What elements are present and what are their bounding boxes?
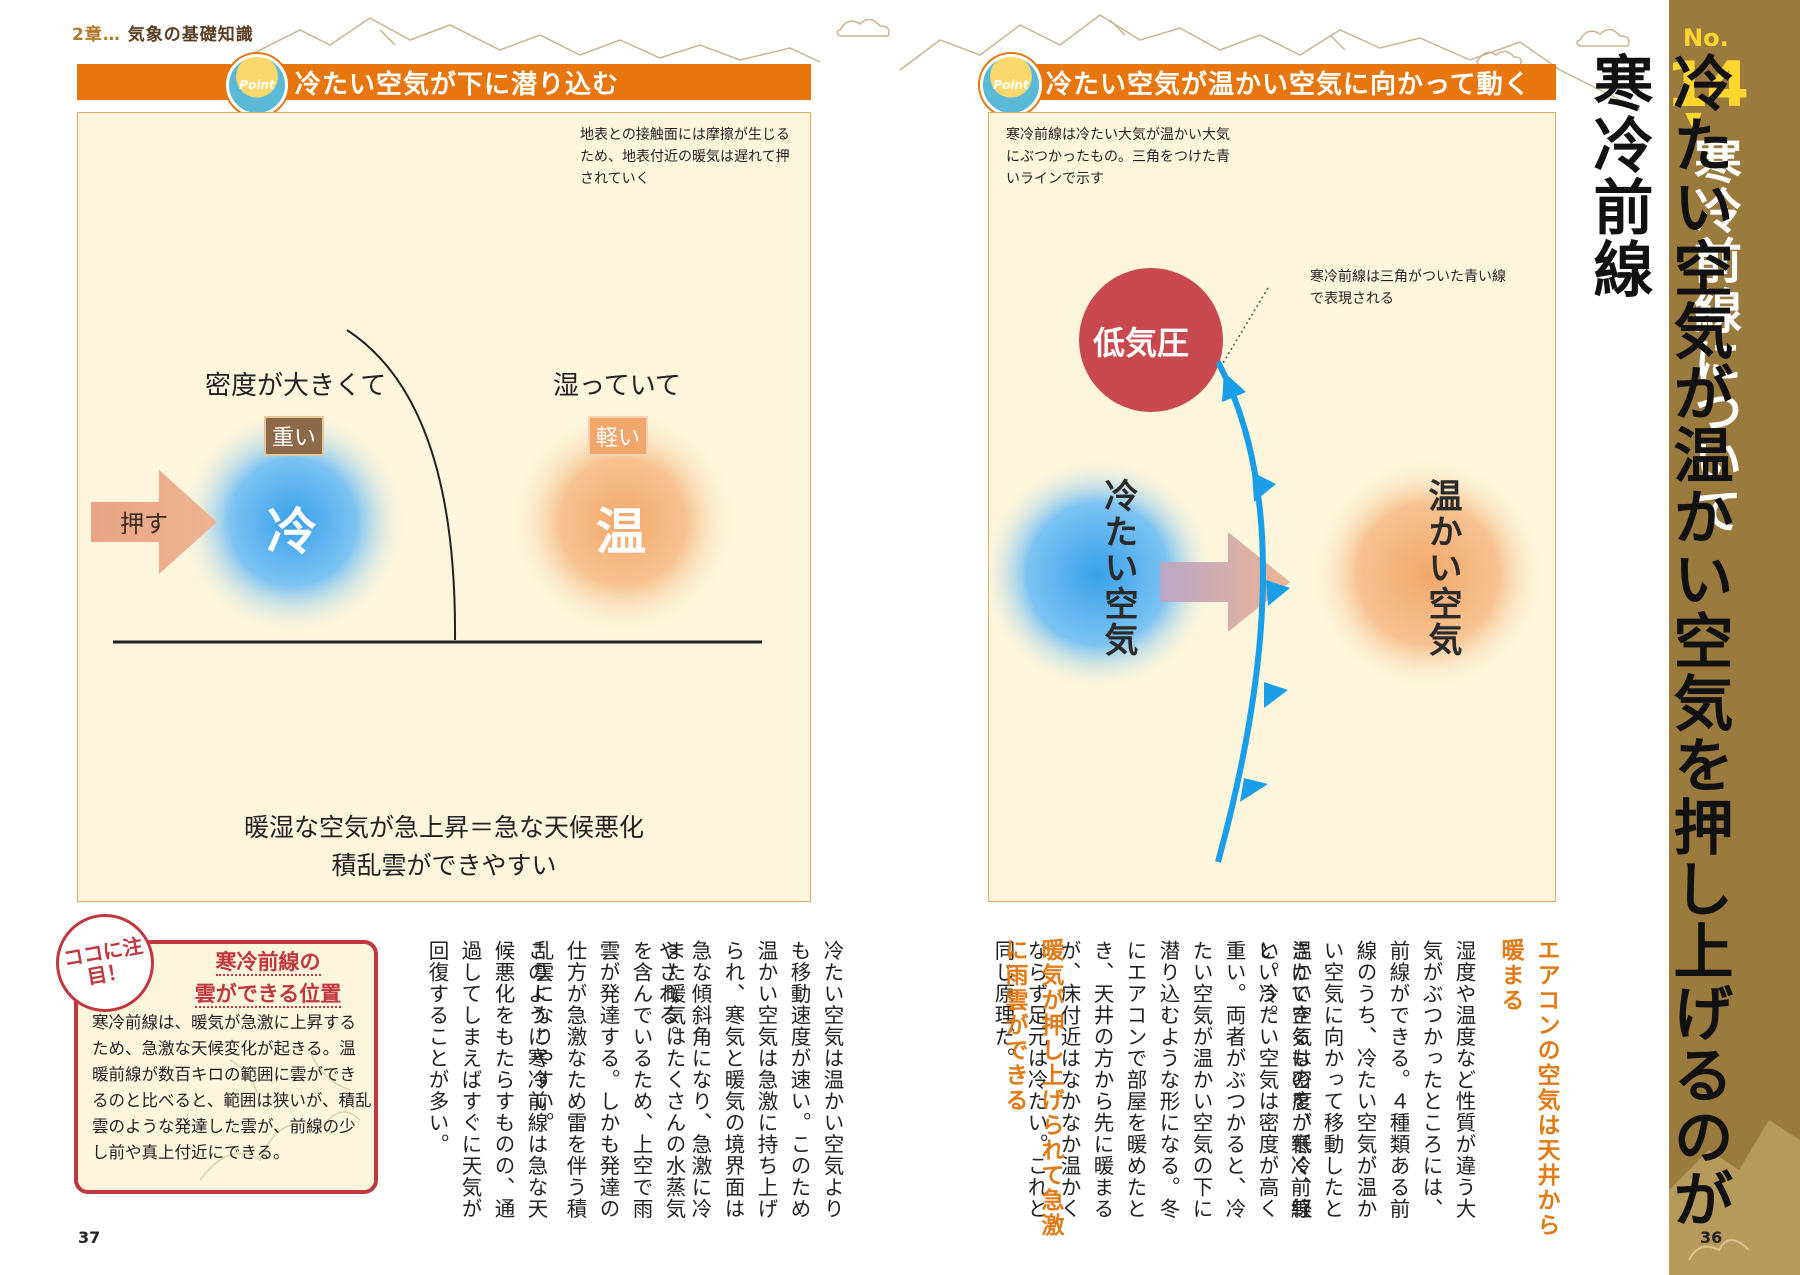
cold-label: 冷	[267, 503, 317, 561]
point-icon: Point	[226, 54, 288, 116]
attention-badge: ココに注目！	[56, 914, 154, 1012]
left-caption-line2: 積乱雲ができやすい	[331, 851, 557, 880]
push-label: 押す	[120, 510, 168, 538]
banner-text: 冷たい空気が下に潜り込む	[295, 69, 620, 100]
point-icon: Point	[980, 54, 1042, 116]
warm-air-label: 温かい空気	[1422, 478, 1462, 658]
front-triangles	[1222, 372, 1290, 802]
number-label: No.	[1683, 24, 1729, 52]
push-arrow	[91, 470, 217, 574]
friction-note: 地表との接触面には摩擦が生じるため、地表付近の暖気は遅れて押されていく	[580, 127, 790, 187]
warm-air-blob	[1310, 456, 1546, 692]
attention-title-line1: 寒冷前線の	[215, 950, 321, 976]
leader-line	[1219, 287, 1269, 369]
right-point-banner: 冷たい空気が温かい空気に向かって動く	[988, 64, 1556, 100]
front-note: 寒冷前線は三角がついた青い線で表現される	[1310, 269, 1506, 307]
cold-air-diagram	[91, 329, 762, 644]
body-text-fronts: 湿度や温度など性質が違う大気がぶつかったところには、前線ができる。４種類ある前線…	[1254, 940, 1476, 1220]
subheading-rain-clouds: 暖気が押し上げられて急激に雨雲ができる	[1001, 938, 1063, 1238]
low-pressure-circle	[1079, 268, 1223, 412]
left-caption-line1: 暖湿な空気が急上昇＝急な天候悪化	[243, 813, 644, 842]
down-triangle-icon: ▼	[1685, 108, 1702, 133]
map-line-art	[199, 1049, 361, 1181]
warm-humid-text: 湿っていて	[553, 371, 681, 401]
body-text-density: 温かい空気は密度が低く、軽い。冷たい空気は密度が高く重い。両者がぶつかると、冷た…	[991, 940, 1312, 1220]
chapter-title: 気象の基礎知識	[127, 25, 254, 45]
page-number-right: 36	[1700, 1228, 1723, 1247]
attention-badge-text: ココに注目！	[61, 933, 145, 990]
attention-title-line2: 雲ができる位置	[194, 982, 342, 1008]
boundary-curve	[346, 329, 457, 641]
low-pressure-label: 低気圧	[1093, 324, 1190, 362]
cold-density-text: 密度が大きくて	[205, 371, 387, 401]
left-point-banner: 冷たい空気が下に潜り込む	[77, 64, 811, 100]
intro-note: 寒冷前線は冷たい大気が温かい大気にぶつかったもの。三角をつけた青いラインで示す	[1006, 127, 1230, 187]
section-number: 14	[1666, 48, 1749, 121]
body-text-vapor: また暖気はたくさんの水蒸気を含んでいるため、上空で雨雲が発達する。しかも発達の仕…	[530, 940, 686, 1220]
heavy-tag: 重い	[264, 416, 325, 456]
cold-air-blob	[988, 456, 1216, 692]
page-number-left: 37	[78, 1228, 101, 1247]
warm-label: 温	[596, 503, 646, 561]
attention-title: 寒冷前線の 雲ができる位置	[168, 946, 368, 1010]
chapter-header: 2章… 気象の基礎知識	[72, 20, 254, 45]
cold-front-line	[1215, 360, 1266, 863]
chapter-number: 2章…	[72, 25, 121, 45]
subheading-aircon: エアコンの空気は天井から暖まる	[1497, 938, 1559, 1238]
mountain-line-art	[249, 14, 1641, 111]
body-text-speed: 冷たい空気は温かい空気よりも移動速度が速い。このため温かい空気は急激に持ち上げら…	[655, 940, 844, 1220]
banner-text: 冷たい空気が温かい空気に向かって動く	[1046, 69, 1531, 100]
section-title: 寒冷前線について	[1685, 136, 1741, 536]
cold-air-blob	[178, 407, 408, 637]
attention-text: 寒冷前線は、暖気が急激に上昇するため、急激な天候変化が起きる。温暖前線が数百キロ…	[92, 1013, 372, 1162]
mountain-icon	[1669, 1120, 1800, 1275]
warm-air-blob	[508, 407, 738, 637]
cold-air-label: 冷たい空気	[1098, 478, 1138, 658]
chapter-side-strip	[1669, 0, 1800, 1275]
light-tag: 軽い	[588, 416, 649, 456]
body-text-recovery: このように寒冷前線は急な天候悪化をもたらすものの、通過してしまえばすぐに天気が回…	[425, 940, 548, 1220]
movement-arrow	[1160, 532, 1290, 632]
main-title: 冷たい空気が温かい空気を押し上げるのが寒冷前線	[1583, 52, 1733, 1230]
cold-front-diagram	[988, 268, 1546, 863]
